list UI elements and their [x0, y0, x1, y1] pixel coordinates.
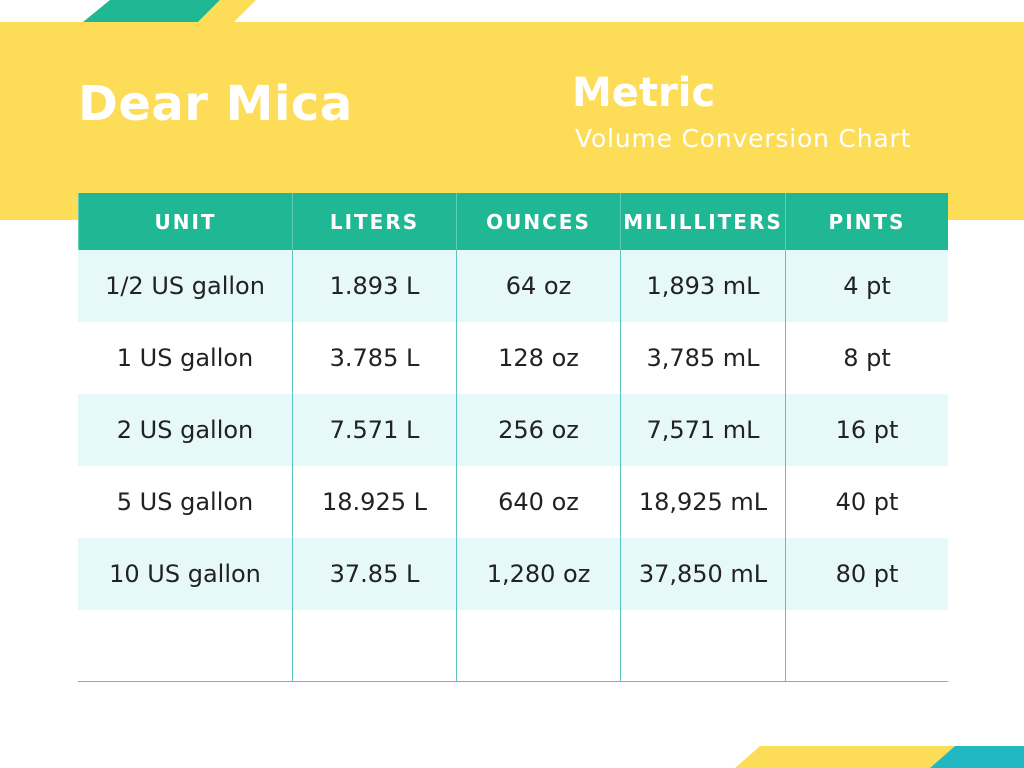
empty-cell — [785, 610, 948, 682]
table-cell: 16 pt — [785, 394, 948, 466]
subtitle: Volume Conversion Chart — [575, 124, 912, 153]
table-cell: 18.925 L — [292, 466, 456, 538]
table-cell: 40 pt — [785, 466, 948, 538]
header-band — [0, 22, 1024, 220]
table-cell: 5 US gallon — [116, 488, 254, 516]
empty-cell — [620, 610, 785, 682]
title: Metric — [572, 70, 716, 116]
empty-cell — [78, 610, 292, 682]
table-cell: 256 oz — [456, 394, 620, 466]
table-cell: 7,571 mL — [620, 394, 785, 466]
table-cell: 1.893 L — [292, 250, 456, 322]
brand: Dear Mica — [78, 76, 353, 132]
column-header: OUNCES — [456, 193, 620, 250]
table-cell: 1/2 US gallon — [105, 272, 265, 300]
table-cell: 37,850 mL — [620, 538, 785, 610]
table-cell: 7.571 L — [292, 394, 456, 466]
table-cell: 3.785 L — [292, 322, 456, 394]
table-cell: 18,925 mL — [620, 466, 785, 538]
deco-yellow-top — [198, 0, 256, 22]
column-header: UNIT — [78, 193, 292, 250]
table-row: 1/2 US gallon 1.893 L 64 oz 1,893 mL 4 pt — [78, 250, 948, 322]
empty-cell — [456, 610, 620, 682]
deco-teal-bottom — [930, 746, 1024, 768]
column-header: MILILLITERS — [620, 193, 785, 250]
table: UNIT LITERS OUNCES MILILLITERS PINTS 1/2 US g… — [78, 193, 948, 682]
table-cell: 8 pt — [785, 322, 948, 394]
table-cell: 2 US gallon — [116, 416, 254, 444]
table-cell: 3,785 mL — [620, 322, 785, 394]
table-row: 5 US gallon 18.925 L 640 oz 18,925 mL 40 pt — [78, 466, 948, 538]
deco-yellow-bottom — [735, 746, 955, 768]
table-cell: 10 US gallon — [109, 560, 261, 588]
column-header: PINTS — [785, 193, 948, 250]
table-cell: 1,280 oz — [456, 538, 620, 610]
empty-row — [78, 610, 948, 682]
empty-cell — [292, 610, 456, 682]
table-cell: 128 oz — [456, 322, 620, 394]
table-cell: 640 oz — [456, 466, 620, 538]
deco-teal-top — [83, 0, 220, 22]
column-header: LITERS — [292, 193, 456, 250]
table-row: 10 US gallon 37.85 L 1,280 oz 37,850 mL 80 p… — [78, 538, 948, 610]
table-cell: 64 oz — [456, 250, 620, 322]
table-cell: 37.85 L — [292, 538, 456, 610]
table-bottom-line — [78, 681, 948, 682]
table-row: 2 US gallon 7.571 L 256 oz 7,571 mL 16 pt — [78, 394, 948, 466]
table-row: 1 US gallon 3.785 L 128 oz 3,785 mL 8 pt — [78, 322, 948, 394]
table-cell: 80 pt — [785, 538, 948, 610]
table-cell: 1 US gallon — [116, 344, 254, 372]
table-header-row: UNIT LITERS OUNCES MILILLITERS PINTS — [78, 193, 948, 250]
table-cell: 1,893 mL — [620, 250, 785, 322]
table-cell: 4 pt — [785, 250, 948, 322]
